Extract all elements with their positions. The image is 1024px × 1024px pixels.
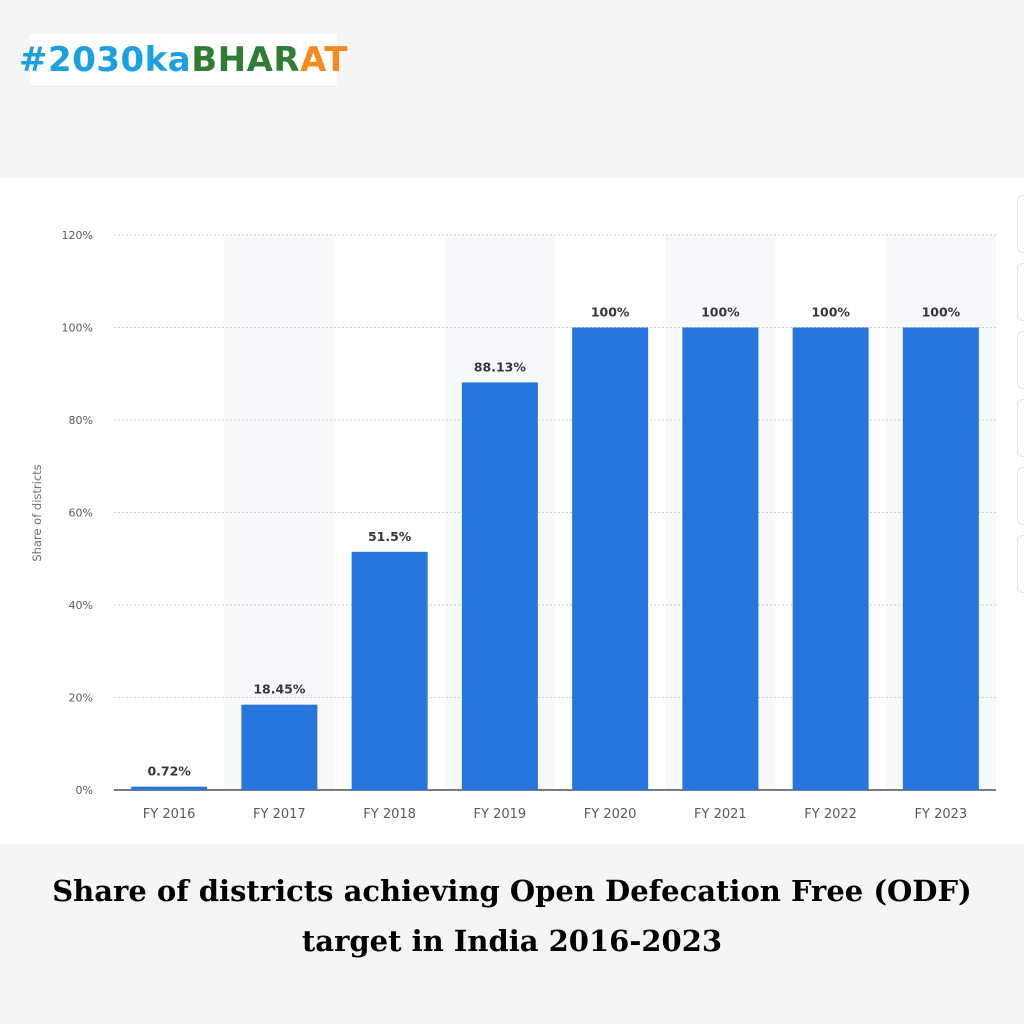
y-tick-label: 120% [62, 229, 93, 242]
y-axis-label: Share of districts [30, 464, 44, 561]
side-tab[interactable] [1017, 399, 1024, 457]
x-tick-label: FY 2023 [915, 807, 968, 822]
bar [241, 704, 318, 790]
chart-caption: Share of districts achieving Open Defeca… [0, 866, 1024, 966]
caption-line-2: target in India 2016-2023 [301, 924, 723, 958]
y-tick-label: 100% [62, 322, 93, 335]
side-tab[interactable] [1017, 535, 1024, 593]
bar [682, 327, 759, 790]
data-label: 100% [811, 305, 850, 320]
side-tab[interactable] [1017, 331, 1024, 389]
data-label: 100% [701, 305, 740, 320]
bar [461, 382, 538, 790]
x-tick-label: FY 2020 [584, 807, 637, 822]
x-tick-label: FY 2022 [804, 807, 857, 822]
brand-logo: #2030ka BHAR AT [19, 34, 347, 85]
bar [792, 327, 869, 790]
logo-hash: # [19, 39, 49, 80]
bar [902, 327, 979, 790]
x-tick-label: FY 2021 [694, 807, 747, 822]
x-tick-label: FY 2017 [253, 807, 306, 822]
logo-part-1: 2030ka [48, 39, 192, 80]
bar [131, 786, 208, 790]
x-tick-label: FY 2016 [143, 807, 196, 822]
y-tick-label: 20% [69, 692, 93, 705]
data-label: 100% [591, 305, 630, 320]
data-label: 100% [922, 305, 961, 320]
side-tab[interactable] [1017, 467, 1024, 525]
bar [572, 327, 649, 790]
bar [351, 551, 428, 790]
y-tick-label: 60% [69, 507, 93, 520]
data-label: 0.72% [147, 764, 191, 779]
data-label: 88.13% [474, 359, 527, 374]
caption-line-1: Share of districts achieving Open Defeca… [52, 874, 972, 908]
logo-part-3: AT [300, 39, 348, 80]
logo-part-2: BHAR [191, 39, 301, 80]
data-label: 51.5% [368, 529, 412, 544]
x-tick-label: FY 2018 [363, 807, 416, 822]
x-tick-label: FY 2019 [474, 807, 527, 822]
y-tick-label: 40% [69, 599, 93, 612]
y-tick-label: 80% [69, 414, 93, 427]
side-tab[interactable] [1017, 195, 1024, 253]
y-tick-label: 0% [76, 784, 93, 797]
side-tab[interactable] [1017, 263, 1024, 321]
data-label: 18.45% [253, 682, 306, 697]
